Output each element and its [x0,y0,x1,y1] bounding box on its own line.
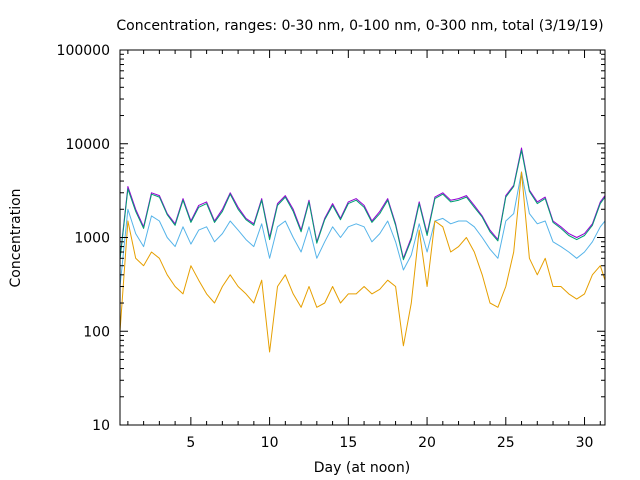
axis-ticks: 10 100 1000 10000 100000 5 10 15 20 25 30 [57,43,605,451]
plot-frame [119,49,606,426]
chart-title: Concentration, ranges: 0-30 nm, 0-100 nm… [116,18,603,34]
x-tick-label: 10 [261,435,279,451]
x-tick-label: 5 [186,435,195,451]
y-tick-label: 100000 [57,43,110,59]
x-tick-label: 20 [418,435,436,451]
series-line-4 [119,171,606,353]
y-tick-label: 1000 [74,231,110,247]
y-tick-label: 10 [92,418,110,434]
series-line-2 [119,149,606,261]
x-axis-label: Day (at noon) [314,460,410,476]
plot-lines [119,147,606,353]
y-tick-label: 100 [83,324,110,340]
y-tick-label: 10000 [65,137,110,153]
y-axis-label: Concentration [8,188,24,287]
x-tick-label: 25 [497,435,515,451]
x-tick-label: 30 [576,435,594,451]
x-tick-label: 15 [339,435,357,451]
series-line-3 [119,171,606,287]
